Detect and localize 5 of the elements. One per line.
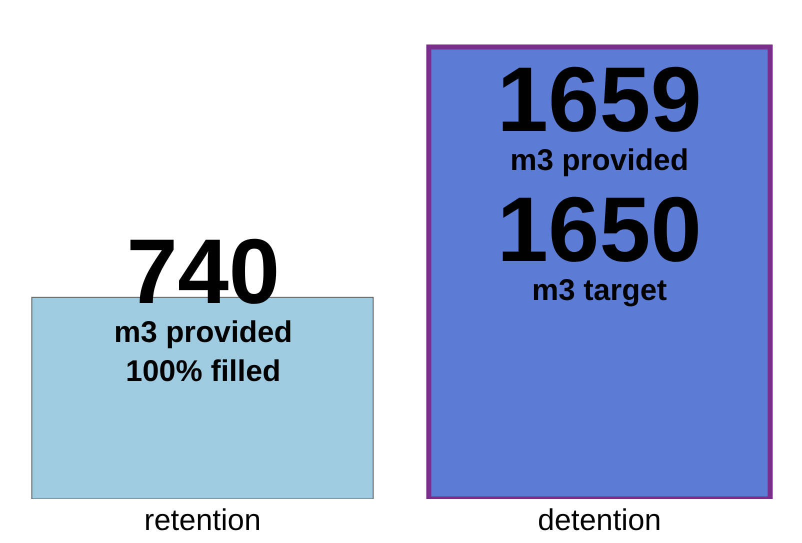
x-tick-label: retention bbox=[144, 504, 261, 537]
annotation: 1650 m3 target bbox=[497, 179, 702, 307]
x-tick-label: detention bbox=[538, 504, 662, 537]
data-label: 1659 m3 provided bbox=[497, 49, 702, 177]
data-label: 740 m3 provided 100% filled bbox=[114, 221, 292, 388]
